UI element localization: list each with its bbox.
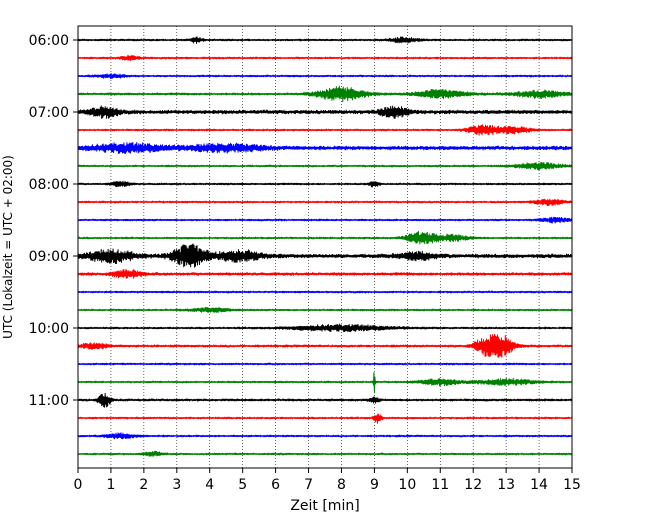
x-tick-label: 10: [398, 477, 416, 493]
y-axis: 06:00 07:00 08:00 09:00 10:00 11:00: [29, 33, 78, 409]
x-tick-label: 3: [172, 477, 181, 493]
trace-0730: [77, 142, 573, 154]
y-tick-label: 10:00: [29, 321, 69, 337]
x-tick-label: 5: [238, 477, 247, 493]
trace-0815: [77, 198, 573, 207]
x-tick-label: 15: [563, 477, 581, 493]
trace-1115: [77, 413, 573, 424]
x-tick-label: 7: [304, 477, 313, 493]
x-tick-label: 0: [74, 477, 83, 493]
trace-0830: [77, 216, 573, 224]
trace-1100: [77, 392, 573, 408]
x-tick-label: 8: [337, 477, 346, 493]
x-tick-label: 2: [139, 477, 148, 493]
trace-1145: [77, 450, 573, 458]
x-axis-label: Zeit [min]: [290, 498, 359, 514]
x-tick-label: 13: [497, 477, 515, 493]
y-tick-label: 06:00: [29, 33, 69, 49]
y-tick-label: 07:00: [29, 105, 69, 121]
y-tick-label: 08:00: [29, 177, 69, 193]
trace-1130: [77, 432, 573, 440]
trace-0945: [77, 306, 573, 313]
trace-1000: [77, 323, 573, 333]
seismogram-traces: [77, 36, 573, 458]
y-axis-label: UTC (Lokalzeit = UTC + 02:00): [1, 155, 15, 339]
trace-0700: [77, 105, 573, 120]
x-tick-label: 14: [530, 477, 548, 493]
trace-0715: [77, 124, 573, 136]
trace-0645: [77, 85, 573, 103]
trace-0615: [77, 54, 573, 62]
trace-0800: [77, 180, 573, 188]
x-tick-label: 6: [271, 477, 280, 493]
trace-0630: [77, 73, 573, 80]
trace-1030: [77, 362, 573, 366]
trace-0745: [77, 161, 573, 171]
trace-0930: [77, 290, 573, 294]
x-tick-label: 4: [205, 477, 214, 493]
y-tick-label: 09:00: [29, 249, 69, 265]
trace-0915: [77, 268, 573, 279]
x-tick-label: 11: [431, 477, 449, 493]
y-tick-label: 11:00: [29, 393, 69, 409]
trace-0845: [77, 230, 573, 245]
trace-1045: [77, 372, 573, 394]
trace-1015: [77, 333, 573, 358]
plot-frame: [77, 25, 573, 469]
trace-0600: [77, 36, 573, 44]
x-tick-label: 1: [106, 477, 115, 493]
x-tick-label: 9: [370, 477, 379, 493]
trace-0900: [77, 243, 573, 268]
x-axis: 0 1 2 3 4 5 6 7 8 9 10 11 12 13 14 15: [74, 468, 581, 493]
x-tick-label: 12: [464, 477, 482, 493]
